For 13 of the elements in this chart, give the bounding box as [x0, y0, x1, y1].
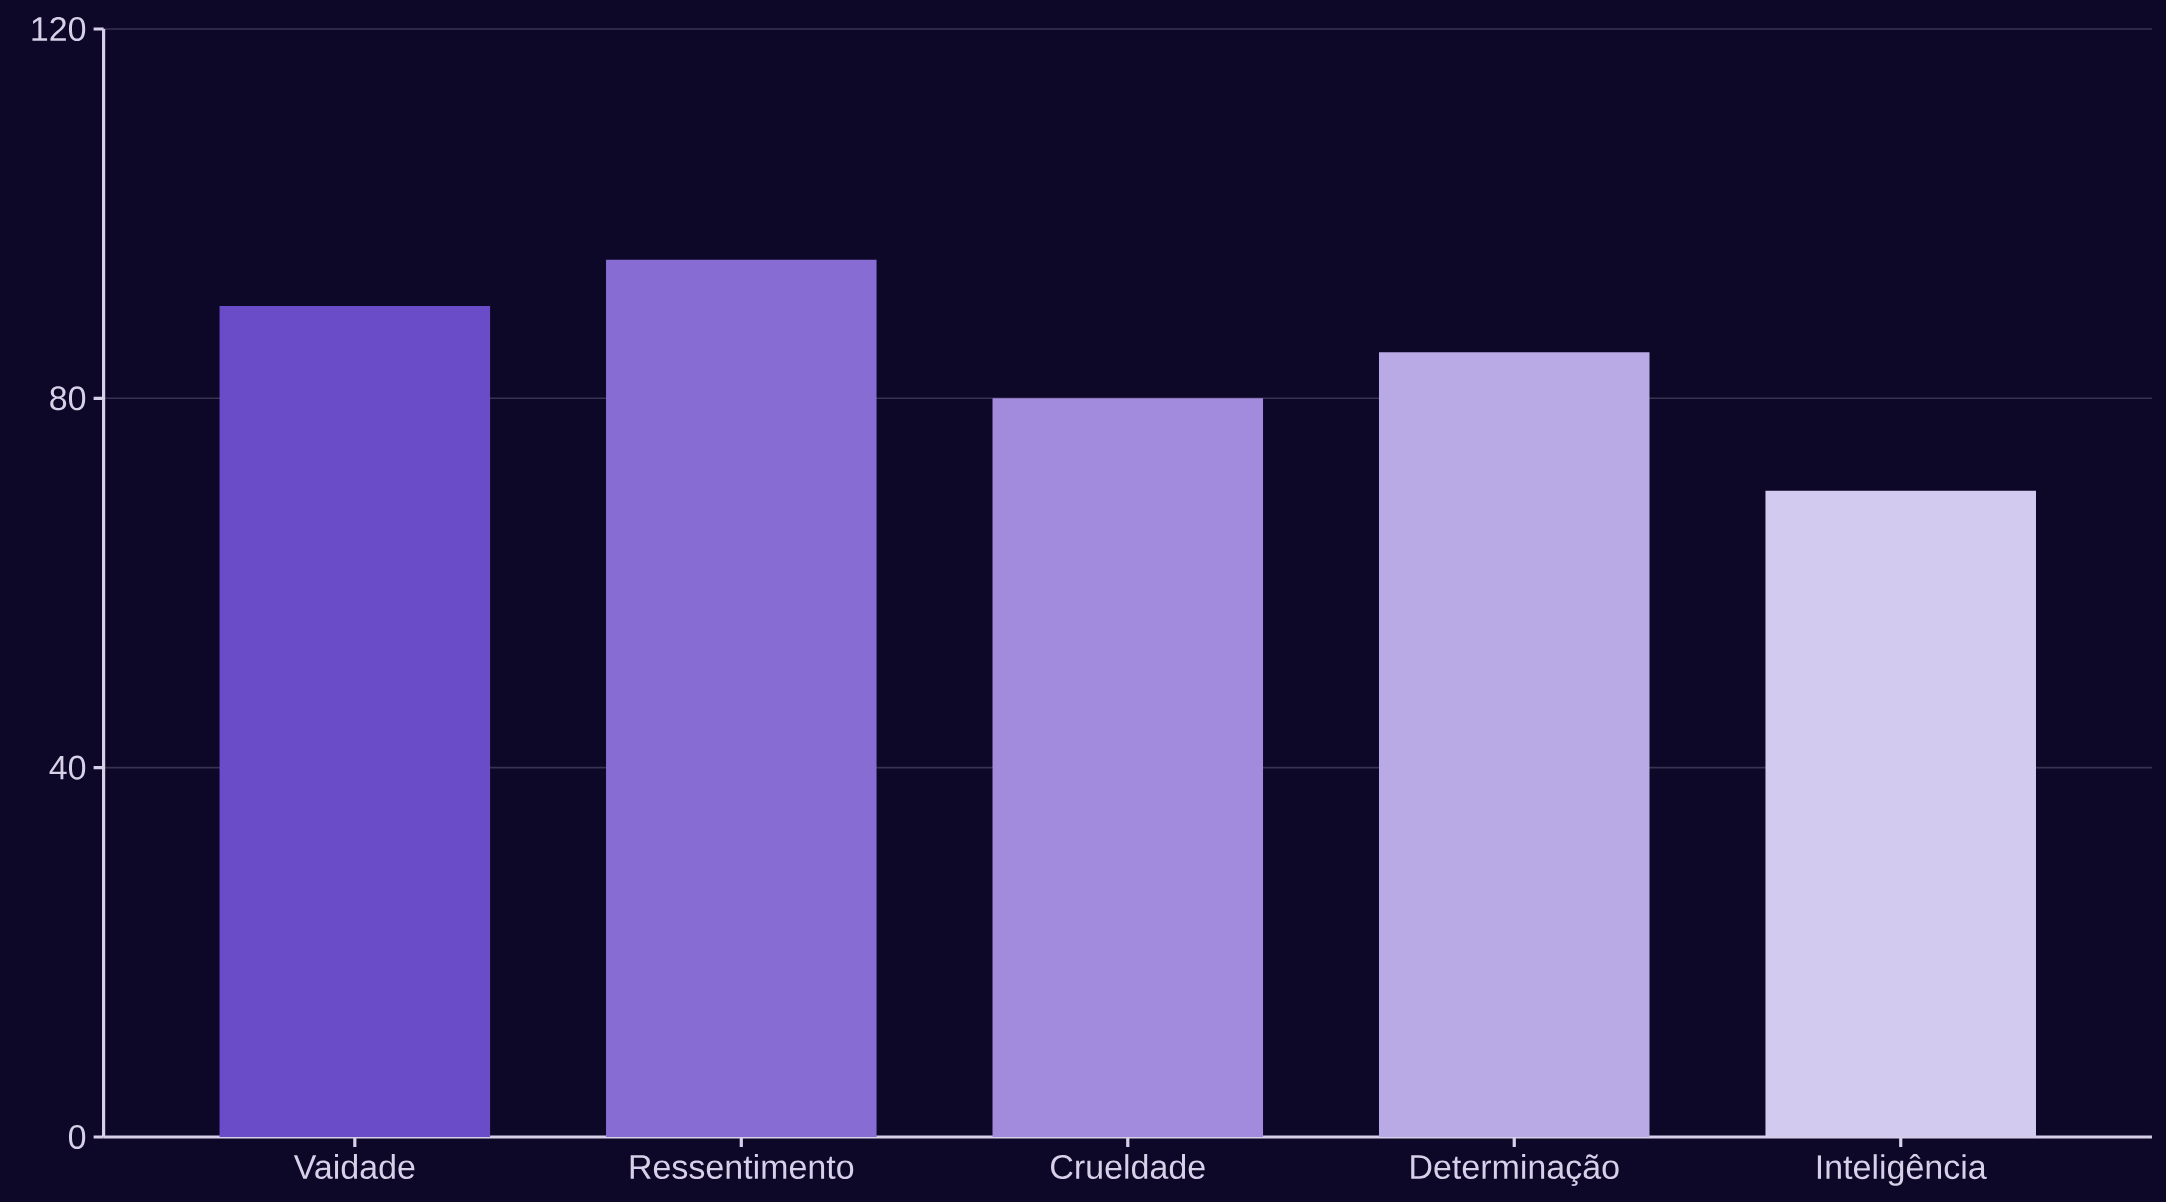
- y-tick-label: 120: [32, 16, 86, 42]
- y-tick-label: 40: [49, 755, 86, 780]
- bar: [606, 259, 877, 1137]
- bar: [219, 305, 491, 1137]
- x-tick-label: Inteligência: [1817, 1154, 1987, 1186]
- bar: [992, 398, 1264, 1137]
- x-tick-label: Vaidade: [293, 1154, 415, 1180]
- bar: [1378, 352, 1650, 1137]
- y-tick-label: 80: [50, 386, 86, 411]
- x-tick-label: Ressentimento: [630, 1154, 854, 1180]
- y-tick-label: 0: [68, 1124, 86, 1150]
- x-tick-label: Crueldade: [1051, 1154, 1205, 1180]
- x-tick-label: Determinação: [1411, 1154, 1619, 1186]
